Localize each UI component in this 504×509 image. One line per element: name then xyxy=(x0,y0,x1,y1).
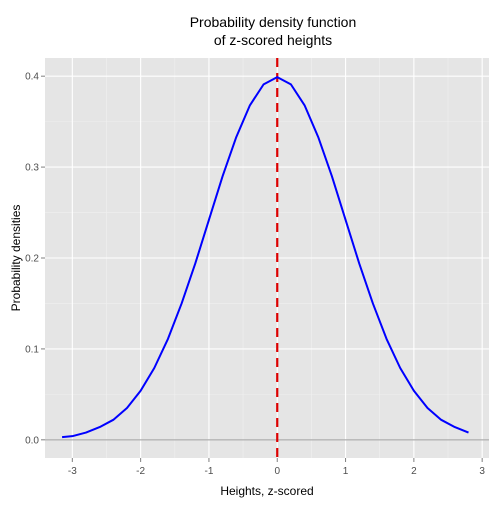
chart-title-line-2: of z-scored heights xyxy=(214,32,332,48)
axis-ticks: -3 -2 -1 0 1 2 3 0.0 0.1 0.2 0.3 0.4 xyxy=(25,72,485,477)
y-tick-label: 0.3 xyxy=(25,163,39,174)
x-tick-label: 2 xyxy=(411,466,417,477)
x-tick-label: -3 xyxy=(68,466,77,477)
x-tick-label: -1 xyxy=(204,466,213,477)
x-tick-label: 3 xyxy=(479,466,485,477)
y-tick-label: 0.1 xyxy=(25,344,39,355)
y-axis-label: Probability densities xyxy=(9,205,23,312)
series-group xyxy=(61,76,469,439)
x-tick-label: -2 xyxy=(136,466,145,477)
x-tick-label: 1 xyxy=(343,466,349,477)
y-tick-label: 0.0 xyxy=(25,435,39,446)
y-tick-label: 0.2 xyxy=(25,254,39,265)
density-curve xyxy=(61,76,469,439)
y-tick-label: 0.4 xyxy=(25,72,39,83)
reference-lines xyxy=(45,58,489,458)
chart-title-line-1: Probability density function xyxy=(190,14,357,30)
x-tick-label: 0 xyxy=(274,466,280,477)
x-axis-label: Heights, z-scored xyxy=(220,484,313,498)
